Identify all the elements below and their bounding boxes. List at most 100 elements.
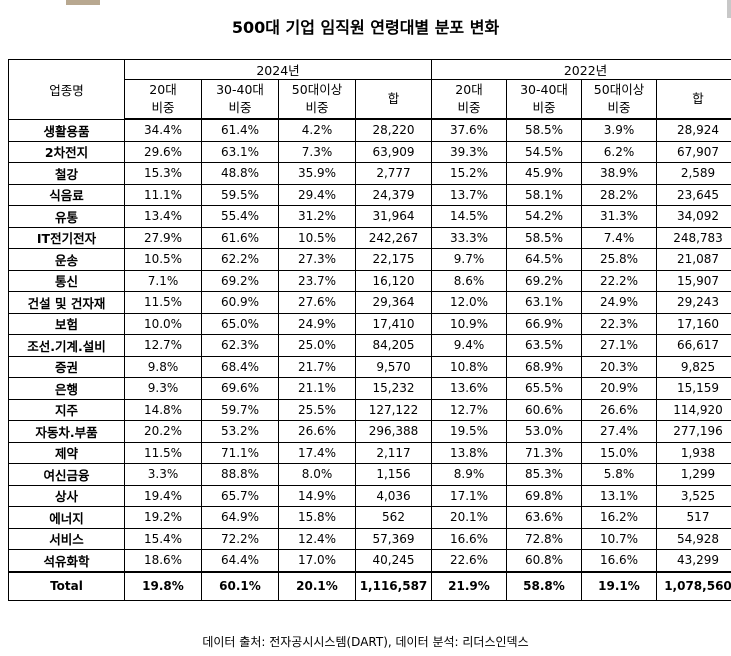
share-20s-2024-cell: 19.4% [124, 484, 202, 507]
total-2024-cell: 9,570 [355, 355, 432, 378]
total-2022-cell: 23,645 [656, 183, 731, 206]
industry-name: 제약 [8, 441, 125, 464]
share-30-40s-2022-cell: 54.2% [506, 205, 582, 228]
share-30-40s-2024-cell: 69.2% [201, 269, 279, 292]
total-2024-cell: 22,175 [355, 248, 432, 271]
table-row: 보험 10.0% 65.0% 24.9% 17,410 10.9% 66.9% 22.3% 17… [8, 312, 731, 335]
share-50plus-2024-cell: 24.9% [278, 312, 356, 335]
share-30-40s-2024-cell: 53.2% [201, 420, 279, 443]
total-2024-cell: 562 [355, 506, 432, 529]
total-2024-cell: 242,267 [355, 226, 432, 249]
share-20s-2022-cell: 13.6% [431, 377, 507, 400]
share-50plus-2022-cell: 27.1% [581, 334, 657, 357]
total-2024-cell: 29,364 [355, 291, 432, 314]
industry-name: 통신 [8, 269, 125, 292]
share-30-40s-2022-cell: 66.9% [506, 312, 582, 335]
share-20s-2024-cell: 19.8% [124, 570, 202, 601]
table-body: 생활용품 34.4% 61.4% 4.2% 28,220 37.6% 58.5% 3.9% 28… [8, 118, 731, 601]
share-20s-2022-cell: 22.6% [431, 549, 507, 572]
table-row: 건설 및 건자재 11.5% 60.9% 27.6% 29,364 12.0% 63.1% 2… [8, 291, 731, 314]
total-2024-cell: 63,909 [355, 140, 432, 163]
total-2024-cell: 16,120 [355, 269, 432, 292]
share-30-40s-2022-cell: 69.2% [506, 269, 582, 292]
share-50plus-2024-cell: 35.9% [278, 162, 356, 185]
share-30-40s-2024-cell: 62.2% [201, 248, 279, 271]
share-20s-2024-cell: 12.7% [124, 334, 202, 357]
share-50plus-2024-cell: 10.5% [278, 226, 356, 249]
total-2022-cell: 277,196 [656, 420, 731, 443]
header-row-columns: 20대 비중 30-40대 비중 50대이상 비중 합 20대 비중 30-40대 비중 … [9, 79, 731, 120]
share-50plus-2022-cell: 7.4% [581, 226, 657, 249]
total-2022-cell: 66,617 [656, 334, 731, 357]
industry-name: 상사 [8, 484, 125, 507]
share-30-40s-2024-cell: 61.4% [201, 118, 279, 142]
share-30-40s-2024-cell: 48.8% [201, 162, 279, 185]
table-row: IT전기전자 27.9% 61.6% 10.5% 242,267 33.3% 58.5% 7.… [8, 226, 731, 249]
industry-name: 석유화학 [8, 549, 125, 572]
share-20s-2024-cell: 10.5% [124, 248, 202, 271]
share-20s-2022-cell: 39.3% [431, 140, 507, 163]
total-2022-cell: 67,907 [656, 140, 731, 163]
share-50plus-2022-cell: 3.9% [581, 118, 657, 142]
share-20s-2022-cell: 21.9% [431, 570, 507, 601]
share-30-40s-2022-cell: 85.3% [506, 463, 582, 486]
table-row: 철강 15.3% 48.8% 35.9% 2,777 15.2% 45.9% 38.9% 2,5… [8, 162, 731, 185]
table-row: 유통 13.4% 55.4% 31.2% 31,964 14.5% 54.2% 31.3% 34… [8, 205, 731, 228]
share-50plus-2022-cell: 38.9% [581, 162, 657, 185]
share-20s-2024-cell: 13.4% [124, 205, 202, 228]
share-20s-2024-cell: 20.2% [124, 420, 202, 443]
share-20s-2024-cell: 19.2% [124, 506, 202, 529]
share-30-40s-2024-cell: 62.3% [201, 334, 279, 357]
share-50plus-2024-cell: 27.6% [278, 291, 356, 314]
industry-name: 에너지 [8, 506, 125, 529]
share-30-40s-2024-cell: 55.4% [201, 205, 279, 228]
share-20s-2022-cell: 37.6% [431, 118, 507, 142]
table-row: 증권 9.8% 68.4% 21.7% 9,570 10.8% 68.9% 20.3% 9,82… [8, 355, 731, 378]
share-50plus-2022-cell: 16.2% [581, 506, 657, 529]
industry-name: 생활용품 [8, 118, 125, 142]
col-20s-header: 20대 비중 [124, 79, 202, 120]
share-50plus-2022-cell: 5.8% [581, 463, 657, 486]
table-row: 운송 10.5% 62.2% 27.3% 22,175 9.7% 64.5% 25.8% 21,… [8, 248, 731, 271]
total-2024-cell: 2,117 [355, 441, 432, 464]
share-20s-2024-cell: 11.5% [124, 441, 202, 464]
total-2024-cell: 127,122 [355, 398, 432, 421]
table-row: 통신 7.1% 69.2% 23.7% 16,120 8.6% 69.2% 22.2% 15,9… [8, 269, 731, 292]
share-50plus-2024-cell: 17.0% [278, 549, 356, 572]
share-30-40s-2024-cell: 64.4% [201, 549, 279, 572]
col-total-header: 합 [355, 79, 432, 120]
share-50plus-2024-cell: 4.2% [278, 118, 356, 142]
share-30-40s-2024-cell: 68.4% [201, 355, 279, 378]
share-20s-2022-cell: 12.0% [431, 291, 507, 314]
share-30-40s-2022-cell: 63.6% [506, 506, 582, 529]
share-30-40s-2022-cell: 64.5% [506, 248, 582, 271]
share-30-40s-2022-cell: 60.6% [506, 398, 582, 421]
share-50plus-2024-cell: 12.4% [278, 527, 356, 550]
share-30-40s-2022-cell: 53.0% [506, 420, 582, 443]
total-2024-cell: 84,205 [355, 334, 432, 357]
col-50plus-header: 50대이상 비중 [278, 79, 356, 120]
industry-name: 지주 [8, 398, 125, 421]
table-row: 서비스 15.4% 72.2% 12.4% 57,369 16.6% 72.8% 10.7% 5… [8, 527, 731, 550]
total-2022-cell: 114,920 [656, 398, 731, 421]
industry-header: 업종명 [8, 59, 125, 120]
share-20s-2024-cell: 11.5% [124, 291, 202, 314]
share-50plus-2024-cell: 21.7% [278, 355, 356, 378]
share-30-40s-2024-cell: 60.9% [201, 291, 279, 314]
industry-name: 건설 및 건자재 [8, 291, 125, 314]
total-2022-cell: 9,825 [656, 355, 731, 378]
table-row: 지주 14.8% 59.7% 25.5% 127,122 12.7% 60.6% 26.6% 1… [8, 398, 731, 421]
table-row: 생활용품 34.4% 61.4% 4.2% 28,220 37.6% 58.5% 3.9% 28… [8, 118, 731, 142]
share-50plus-2022-cell: 27.4% [581, 420, 657, 443]
total-2022-cell: 1,938 [656, 441, 731, 464]
share-20s-2022-cell: 8.6% [431, 269, 507, 292]
year-header-2022: 2022년 [431, 59, 731, 80]
total-2022-cell: 248,783 [656, 226, 731, 249]
total-2024-cell: 1,116,587 [355, 570, 432, 601]
share-30-40s-2024-cell: 69.6% [201, 377, 279, 400]
total-2022-cell: 2,589 [656, 162, 731, 185]
total-2022-cell: 1,078,560 [656, 570, 731, 601]
col-30-40s-header: 30-40대 비중 [506, 79, 582, 120]
total-2022-cell: 15,907 [656, 269, 731, 292]
industry-name: 서비스 [8, 527, 125, 550]
